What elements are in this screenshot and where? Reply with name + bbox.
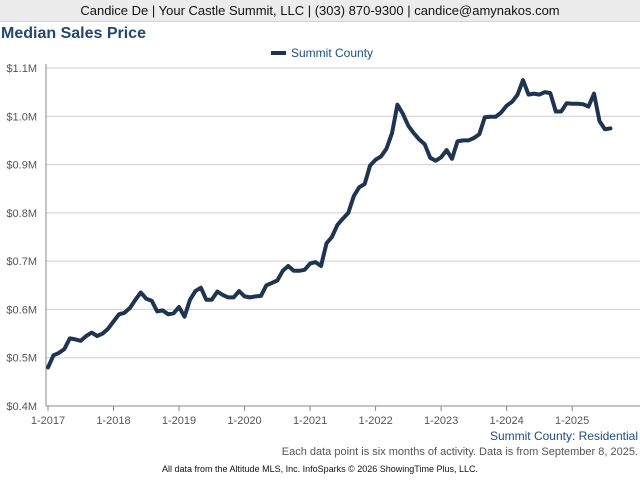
x-tick-label: 1-2022 xyxy=(358,415,392,427)
y-tick-label: $0.6M xyxy=(6,304,37,316)
series-layer xyxy=(46,78,613,370)
axes xyxy=(45,64,640,411)
contact-info: Candice De | Your Castle Summit, LLC | (… xyxy=(80,3,560,18)
chart-title: Median Sales Price xyxy=(1,25,146,42)
header-bar: Candice De | Your Castle Summit, LLC | (… xyxy=(0,0,640,22)
y-tick-label: $0.8M xyxy=(6,208,37,220)
x-tick-label: 1-2018 xyxy=(96,415,130,427)
x-tick-labels: 1-2017 1-2018 1-2019 1-2020 1-2021 1-2022 1-20… xyxy=(31,415,589,427)
series-footer-label: Summit County: Residential xyxy=(489,429,638,443)
y-tick-label: $0.4M xyxy=(6,401,37,413)
data-source: All data from the Altitude MLS, Inc. Inf… xyxy=(162,464,478,474)
y-tick-label: $0.7M xyxy=(6,256,37,268)
data-note: Each data point is six months of activit… xyxy=(281,446,638,458)
series-line-summit-county xyxy=(46,78,613,370)
y-tick-labels: $0.4M $0.5M $0.6M $0.7M $0.8M $0.9M $1.0M $1.1M xyxy=(6,63,37,413)
x-tick-label: 1-2024 xyxy=(490,415,524,427)
series-points xyxy=(48,80,610,367)
x-tick-label: 1-2017 xyxy=(31,415,65,427)
gridlines xyxy=(46,67,640,359)
x-tick-label: 1-2023 xyxy=(424,415,458,427)
y-tick-label: $1.1M xyxy=(6,63,37,75)
y-tick-label: $1.0M xyxy=(6,111,37,123)
x-tick-label: 1-2025 xyxy=(555,415,589,427)
legend: Summit County xyxy=(271,46,373,60)
y-tick-label: $0.5M xyxy=(6,353,37,365)
x-tick-label: 1-2020 xyxy=(227,415,261,427)
y-tick-label: $0.9M xyxy=(6,160,37,172)
x-tick-label: 1-2021 xyxy=(293,415,327,427)
x-tick-label: 1-2019 xyxy=(162,415,196,427)
legend-label: Summit County xyxy=(291,46,373,60)
